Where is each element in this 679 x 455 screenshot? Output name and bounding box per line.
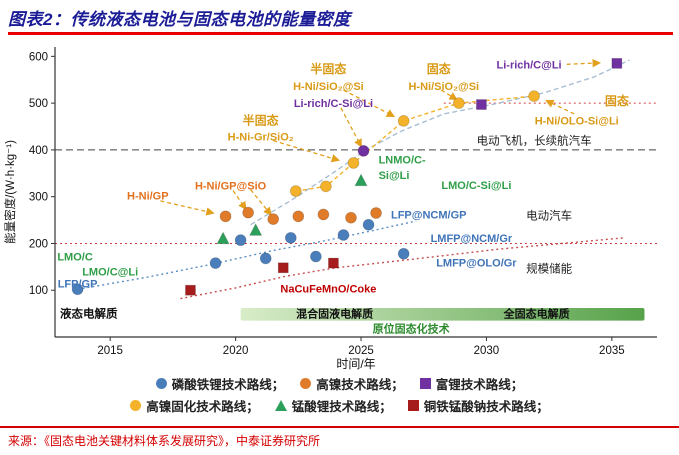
svg-text:400: 400 (29, 145, 48, 157)
title-underline (8, 32, 673, 35)
legend-marker-triangle-icon (274, 400, 287, 411)
series-high-nickel-solid (289, 90, 540, 197)
axes: 2015 2020 2025 2030 2035 100 200 300 400 500 600 能量… (3, 47, 657, 371)
legend-item-high-nickel: 高镍技术路线； (300, 374, 404, 393)
svg-text:300: 300 (29, 192, 48, 204)
svg-text:LMO/C-Si@Li: LMO/C-Si@Li (441, 180, 511, 192)
annotation-arrows (160, 58, 601, 216)
x-axis-title: 时间/年 (336, 357, 375, 371)
legend-item-lfp: 磷酸铁锂技术路线； (155, 374, 285, 393)
legend-label: 高镍固化技术路线； (146, 400, 259, 414)
chart-legend: 磷酸铁锂技术路线； 高镍技术路线； 富锂技术路线； 高镍固化技术路线； 锰酸锂技术路线；… (0, 374, 679, 415)
svg-text:2030: 2030 (474, 345, 500, 357)
chart-annotations: 半固态 H-Ni/SiO₂@Si 固态 H-Ni/SiO₂@Si Li-rich/C@L… (57, 59, 629, 295)
figure-title: 图表2：传统液态电池与固态电池的能量密度 (8, 10, 351, 29)
legend-item-lmo: 锰酸锂技术路线； (274, 396, 392, 415)
svg-text:LNMO/C-: LNMO/C- (379, 154, 426, 166)
svg-text:200: 200 (29, 238, 48, 250)
legend-marker-square-icon (419, 378, 431, 389)
series-na-cufemn (185, 257, 339, 296)
legend-row: 高镍固化技术路线； 锰酸锂技术路线； 铜铁锰酸钠技术路线； (130, 396, 549, 415)
legend-label: 铜铁锰酸钠技术路线； (423, 400, 549, 414)
source-text: 来源：《固态电池关键材料体系发展研究》，中泰证券研究所 (8, 434, 321, 448)
series-li-rich (476, 57, 623, 110)
svg-text:LMO/C@Li: LMO/C@Li (82, 267, 138, 279)
svg-text:LFP/GP: LFP/GP (58, 279, 98, 291)
svg-text:LMO/C: LMO/C (57, 252, 92, 264)
legend-marker-circle-icon (130, 400, 142, 411)
legend-item-li-rich: 富锂技术路线； (419, 374, 524, 393)
svg-text:半固态: 半固态 (243, 112, 279, 127)
svg-text:全固态电解质: 全固态电解质 (503, 307, 570, 321)
svg-text:500: 500 (29, 98, 48, 110)
svg-text:NaCuFeMnO/Coke: NaCuFeMnO/Coke (280, 283, 376, 295)
electrolyte-banner (240, 308, 645, 321)
svg-text:Si@Li: Si@Li (379, 170, 410, 182)
insitu-solidification-label: 原位固态化技术 (373, 322, 450, 336)
svg-text:H-Ni/OLO-Si@Li: H-Ni/OLO-Si@Li (535, 115, 619, 127)
svg-text:固态: 固态 (605, 93, 629, 108)
legend-label: 磷酸铁锂技术路线； (171, 378, 285, 392)
legend-item-high-nickel-solid: 高镍固化技术路线； (130, 396, 259, 415)
trend-lines (77, 59, 630, 300)
svg-text:固态: 固态 (427, 61, 451, 76)
series-li-rich-dot (357, 144, 370, 157)
series-lfp (71, 218, 410, 296)
svg-text:2015: 2015 (97, 345, 123, 357)
legend-marker-circle-icon (300, 378, 312, 389)
svg-text:LFP@NCM/GP: LFP@NCM/GP (391, 209, 467, 221)
svg-text:规模储能: 规模储能 (526, 262, 572, 276)
svg-text:2020: 2020 (223, 345, 249, 357)
legend-label: 高镍技术路线； (316, 378, 404, 392)
series-lmo (216, 173, 368, 245)
svg-text:半固态: 半固态 (310, 61, 346, 76)
legend-label: 锰酸锂技术路线； (291, 400, 392, 414)
series-high-nickel (219, 206, 382, 226)
liquid-electrolyte-label: 液态电解质 (60, 307, 118, 321)
svg-text:H-Ni/SiO₂@Si: H-Ni/SiO₂@Si (293, 81, 364, 93)
legend-row: 磷酸铁锂技术路线； 高镍技术路线； 富锂技术路线； (155, 374, 524, 393)
svg-text:Li-rich/C@Li: Li-rich/C@Li (497, 59, 562, 71)
svg-text:Li-rich/C-Si@Li: Li-rich/C-Si@Li (294, 98, 373, 110)
legend-marker-circle-icon (155, 378, 167, 389)
source-footer: 来源：《固态电池关键材料体系发展研究》，中泰证券研究所 (0, 426, 679, 455)
svg-text:H-Ni/SiO₂@Si: H-Ni/SiO₂@Si (408, 81, 479, 93)
legend-marker-square-icon (407, 400, 419, 411)
legend-label: 富锂技术路线； (435, 378, 524, 392)
svg-text:100: 100 (29, 285, 48, 297)
svg-text:600: 600 (29, 51, 48, 63)
legend-item-na-cufemn: 铜铁锰酸钠技术路线； (407, 396, 549, 415)
svg-text:2035: 2035 (599, 345, 625, 357)
svg-text:H-Ni/GP: H-Ni/GP (127, 191, 169, 203)
svg-text:H-Ni-Gr/SiO₂: H-Ni-Gr/SiO₂ (228, 131, 294, 143)
svg-text:电动飞机，长续航汽车: 电动飞机，长续航汽车 (477, 134, 592, 148)
svg-text:电动汽车: 电动汽车 (526, 208, 572, 222)
figure-header: 图表2：传统液态电池与固态电池的能量密度 (0, 0, 679, 35)
svg-text:混合固液电解质: 混合固液电解质 (296, 307, 373, 321)
svg-text:H-Ni/GP@SiO: H-Ni/GP@SiO (195, 180, 267, 192)
y-axis-title: 能量密度/(W·h·kg⁻¹) (3, 140, 17, 244)
svg-text:LMFP@OLO/Gr: LMFP@OLO/Gr (436, 258, 517, 270)
svg-text:2025: 2025 (348, 345, 374, 357)
svg-text:LMFP@NCM/Gr: LMFP@NCM/Gr (431, 233, 513, 245)
